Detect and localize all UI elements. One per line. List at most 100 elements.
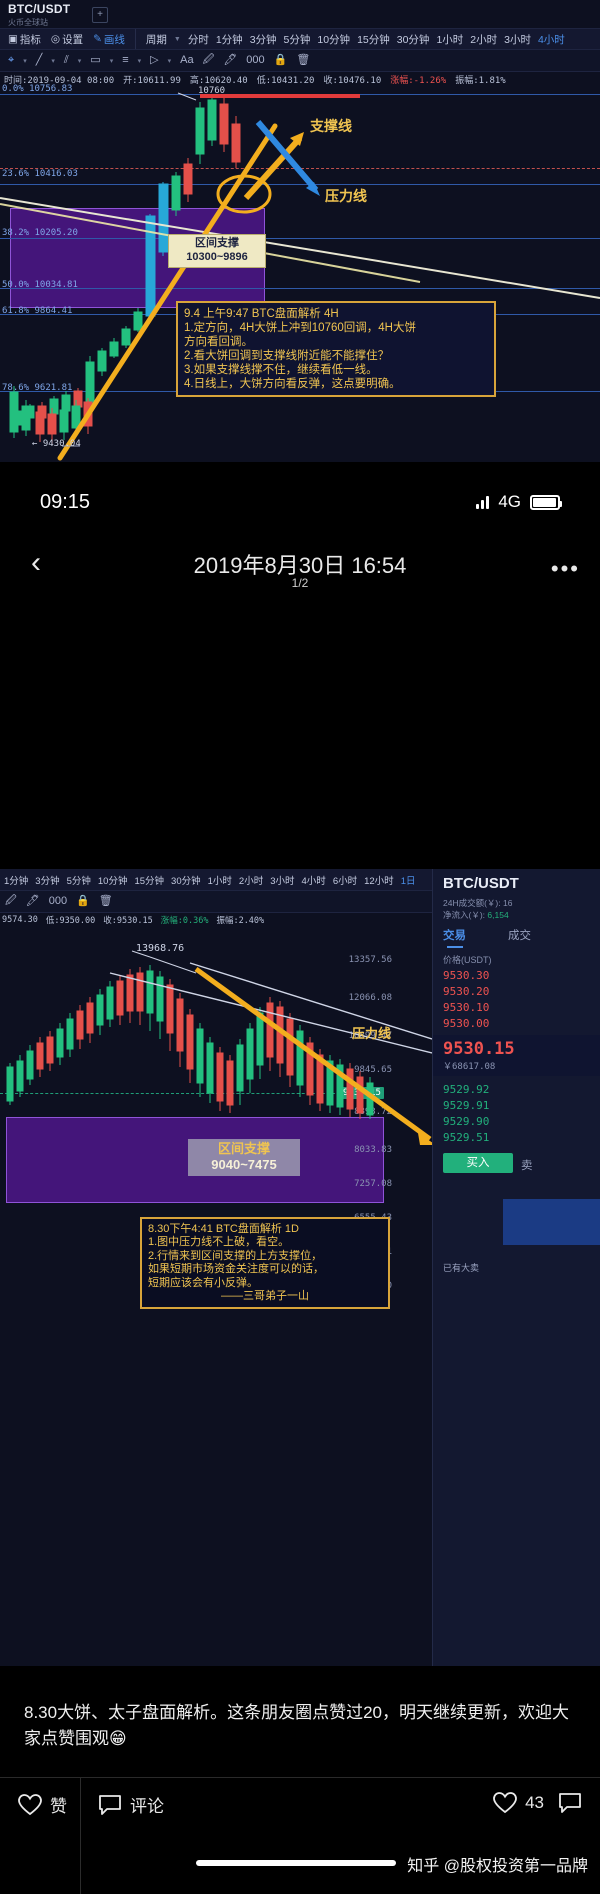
pitchfork-caret-icon[interactable]: ▾ bbox=[167, 57, 172, 65]
c2-period-6h[interactable]: 6小时 bbox=[332, 875, 358, 887]
c2-period-10m[interactable]: 10分钟 bbox=[97, 875, 128, 887]
period-label: 周期 bbox=[145, 33, 167, 46]
ask-row-4: 9530.00 bbox=[443, 1017, 490, 1030]
chart1-support-arrow bbox=[243, 135, 303, 201]
comment-count-icon bbox=[559, 1793, 581, 1813]
chart2-pressure-arrow-head bbox=[418, 1133, 432, 1145]
chart1-range-title: 区间支撑 bbox=[195, 237, 239, 249]
c2-period-5m[interactable]: 5分钟 bbox=[66, 875, 91, 887]
rectangle-icon[interactable]: ▭ bbox=[90, 54, 101, 66]
chart2-top-pointer-2 bbox=[149, 956, 197, 974]
settings-button[interactable]: ◎ 设置 bbox=[51, 32, 83, 47]
c2-period-1m[interactable]: 1分钟 bbox=[4, 875, 29, 887]
chart2-candles bbox=[6, 965, 374, 1119]
lock-icon[interactable]: 🔒 bbox=[273, 54, 288, 66]
chart1-plot-area[interactable]: 0.0% 10756.83 23.6% 10416.03 38.2% 10205… bbox=[0, 84, 600, 462]
c2-note-line-2: 1.图中压力线不上破，看空。 bbox=[148, 1236, 290, 1249]
text-icon[interactable]: Aa bbox=[180, 54, 194, 66]
like-button[interactable]: 赞 bbox=[18, 1792, 67, 1817]
c2-trash-icon[interactable]: 🗑 bbox=[98, 895, 113, 907]
parallel-icon[interactable]: ⫽ bbox=[63, 54, 69, 66]
more-dots-icon[interactable]: ••• bbox=[550, 556, 580, 581]
chart2-pressure-line bbox=[194, 966, 432, 1142]
chart1-support-label: 支撑线 bbox=[310, 118, 352, 134]
chart1-period-group: 周期 ▼ 分时 1分钟 3分钟 5分钟 10分钟 15分钟 30分钟 1小时 2… bbox=[136, 32, 565, 47]
like-count: 43 bbox=[525, 1793, 544, 1812]
chart2-period-toolbar: 1分钟 3分钟 5分钟 10分钟 15分钟 30分钟 1小时 2小时 3小时 4… bbox=[0, 869, 432, 891]
tab-deals[interactable]: 成交 bbox=[508, 930, 531, 942]
footer-divider bbox=[0, 1777, 600, 1778]
c2-brush-icon[interactable]: 🖊 bbox=[25, 895, 40, 907]
trendline-caret-icon[interactable]: ▾ bbox=[51, 57, 55, 65]
horizontal-icon[interactable]: ≡ bbox=[122, 54, 129, 66]
post-caption: 8.30大饼、太子盘面解析。这条朋友圈点赞过20，明天继续更新，欢迎大家点赞围观… bbox=[24, 1703, 569, 1749]
brush-icon[interactable]: 🖊 bbox=[223, 54, 238, 66]
note-line-1: 9.4 上午9:47 BTC盘面解析 4H bbox=[184, 308, 339, 320]
chart1-pressure-arrow-head bbox=[306, 182, 320, 196]
chart2-trend-b bbox=[189, 962, 432, 1040]
add-symbol-button[interactable]: + bbox=[92, 7, 108, 23]
c2-magnet-icon[interactable]: 000 bbox=[48, 895, 68, 907]
sell-button[interactable]: 卖 bbox=[521, 1160, 533, 1172]
battery-icon bbox=[530, 494, 562, 510]
rectangle-caret-icon[interactable]: ▾ bbox=[109, 57, 114, 65]
trash-icon[interactable]: 🗑 bbox=[296, 54, 311, 66]
chart1-support-arrow-head bbox=[290, 132, 304, 146]
bid-row-3: 9529.90 bbox=[443, 1115, 490, 1128]
chart1-drawing-toolbar: ⌖ ▾ ╱ ▾ ⫽ ▾ ▭ ▾ ≡ ▾ ▷ ▾ Aa 🖉 🖊 000 🔒 🗑 bbox=[0, 50, 600, 72]
chart1-toolbar: ▣ 指标 ◎ 设置 ✎ 画线 周期 ▼ 分时 1分钟 3分钟 5分钟 bbox=[0, 28, 600, 50]
c2-period-2h[interactable]: 2小时 bbox=[238, 875, 264, 887]
period-3m[interactable]: 3分钟 bbox=[249, 33, 277, 46]
chart2-top-pointer bbox=[131, 950, 151, 958]
comment-button[interactable]: 评论 bbox=[98, 1792, 164, 1817]
c2-period-3m[interactable]: 3分钟 bbox=[35, 875, 60, 887]
crosshair-icon[interactable]: ⌖ bbox=[8, 54, 15, 66]
period-10m[interactable]: 10分钟 bbox=[317, 33, 351, 46]
parallel-caret-icon[interactable]: ▾ bbox=[77, 57, 82, 65]
period-3h[interactable]: 3小时 bbox=[504, 33, 531, 46]
indicator-button[interactable]: ▣ 指标 bbox=[8, 32, 41, 47]
chart2-plot-area[interactable]: 13357.56 12066.08 10899.47 9845.65 8893.… bbox=[0, 927, 432, 1666]
period-4h[interactable]: 4小时 bbox=[537, 33, 565, 46]
network-label: 4G bbox=[498, 492, 521, 511]
pitchfork-icon[interactable]: ▷ bbox=[150, 54, 159, 66]
draw-button[interactable]: ✎ 画线 bbox=[93, 32, 125, 47]
note-line-5: 3.如果支撑线撑不住，继续看低一线。 bbox=[184, 364, 378, 377]
c2-period-4h[interactable]: 4小时 bbox=[301, 875, 326, 887]
trendline-icon[interactable]: ╱ bbox=[35, 54, 43, 66]
tab-trade[interactable]: 交易 bbox=[443, 927, 466, 948]
eraser-icon[interactable]: 🖉 bbox=[202, 54, 215, 66]
horizontal-caret-icon[interactable]: ▾ bbox=[137, 57, 142, 65]
period-2h[interactable]: 2小时 bbox=[470, 33, 498, 46]
nav-title: 2019年8月30日 16:54 bbox=[193, 553, 407, 578]
period-1h[interactable]: 1小时 bbox=[436, 33, 464, 46]
note-line-4: 2.看大饼回调到支撑线附近能不能撑住？ bbox=[184, 350, 390, 363]
period-1m[interactable]: 1分钟 bbox=[215, 33, 243, 46]
c2-period-12h[interactable]: 12小时 bbox=[364, 875, 394, 887]
back-button[interactable]: ‹ bbox=[31, 546, 41, 579]
period-5m[interactable]: 5分钟 bbox=[283, 33, 311, 46]
c2-lock-icon[interactable]: 🔒 bbox=[76, 895, 90, 907]
c2-yaxis-3: 9845.65 bbox=[354, 1065, 392, 1075]
c2-period-1d[interactable]: 1日 bbox=[400, 875, 416, 887]
c2-period-3h[interactable]: 3小时 bbox=[270, 875, 295, 887]
c2-period-30m[interactable]: 30分钟 bbox=[171, 875, 201, 887]
ask-row-1: 9530.30 bbox=[443, 969, 490, 982]
c2-yaxis-6: 7257.08 bbox=[354, 1179, 392, 1189]
period-30m[interactable]: 30分钟 bbox=[396, 33, 430, 46]
like-count-group[interactable]: 43 bbox=[493, 1792, 582, 1814]
c2-period-15m[interactable]: 15分钟 bbox=[134, 875, 165, 887]
magnet-icon[interactable]: 000 bbox=[246, 54, 265, 66]
period-fenshi[interactable]: 分时 bbox=[187, 33, 209, 46]
buy-button[interactable]: 买入 bbox=[443, 1153, 513, 1173]
heart-icon bbox=[18, 1793, 42, 1815]
c2-period-1h[interactable]: 1小时 bbox=[207, 875, 232, 887]
c2-pencil-icon[interactable]: 🖉 bbox=[5, 895, 17, 907]
crosshair-caret-icon[interactable]: ▾ bbox=[23, 57, 27, 65]
signal-bars-icon bbox=[476, 495, 490, 509]
chevron-down-icon[interactable]: ▼ bbox=[173, 35, 181, 43]
chart-icon: ▣ bbox=[8, 33, 18, 45]
period-15m[interactable]: 15分钟 bbox=[357, 33, 390, 46]
phone-screenshot: 09:15 4G ‹ 2019年8月30日 16:54 1/2 ••• BTC/… bbox=[0, 462, 600, 1894]
action-separator bbox=[80, 1778, 81, 1894]
